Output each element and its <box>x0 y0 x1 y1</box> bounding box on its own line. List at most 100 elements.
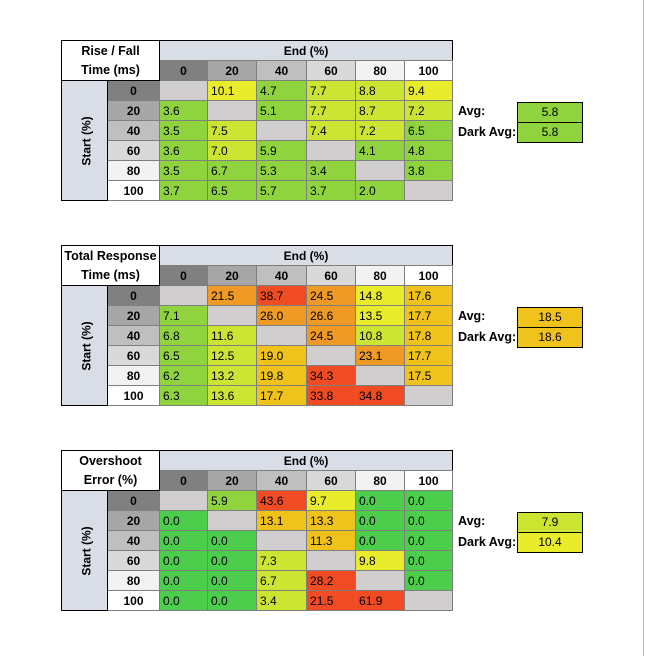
table-cell[interactable]: 17.8 <box>403 325 454 346</box>
table-cell[interactable]: 21.5 <box>306 590 357 611</box>
table-cell[interactable] <box>404 590 454 611</box>
table-cell[interactable]: 0.0 <box>159 550 209 571</box>
table-cell[interactable]: 0.0 <box>355 510 406 531</box>
table-cell[interactable]: 3.4 <box>256 590 308 611</box>
table-cell[interactable] <box>306 345 356 366</box>
table-cell[interactable]: 4.1 <box>355 140 406 161</box>
table-cell[interactable]: 3.7 <box>159 180 209 201</box>
table-cell[interactable]: 7.5 <box>207 120 258 141</box>
table-cell[interactable] <box>159 490 209 511</box>
table-cell[interactable]: 11.3 <box>306 530 357 551</box>
table-cell[interactable]: 13.2 <box>207 365 257 386</box>
table-cell[interactable] <box>207 100 258 121</box>
table-cell[interactable]: 14.8 <box>355 285 405 306</box>
table-cell[interactable]: 7.4 <box>306 120 357 141</box>
table-cell[interactable]: 3.6 <box>159 140 209 161</box>
table-cell[interactable]: 5.1 <box>256 100 308 121</box>
table-cell[interactable]: 17.5 <box>403 365 454 386</box>
table-cell[interactable]: 6.2 <box>159 365 208 386</box>
table-cell[interactable]: 11.6 <box>207 325 257 346</box>
table-cell[interactable]: 19.8 <box>256 365 307 386</box>
table-cell[interactable]: 3.7 <box>306 180 357 201</box>
table-cell[interactable]: 0.0 <box>159 570 209 591</box>
table-cell[interactable] <box>256 325 307 346</box>
table-cell[interactable]: 7.7 <box>306 80 357 101</box>
table-cell[interactable] <box>355 365 405 386</box>
table-cell[interactable]: 0.0 <box>404 570 454 591</box>
table-cell[interactable]: 0.0 <box>404 490 454 511</box>
table-cell[interactable]: 8.7 <box>355 100 406 121</box>
table-cell[interactable] <box>403 385 454 406</box>
table-cell[interactable]: 0.0 <box>404 550 454 571</box>
table-cell[interactable] <box>256 120 308 141</box>
table-cell[interactable]: 10.1 <box>207 80 258 101</box>
table-cell[interactable]: 7.0 <box>207 140 258 161</box>
table-cell[interactable]: 13.5 <box>355 305 405 326</box>
table-cell[interactable]: 3.8 <box>404 160 454 181</box>
table-cell[interactable]: 4.7 <box>256 80 308 101</box>
table-cell[interactable]: 9.7 <box>306 490 357 511</box>
table-cell[interactable]: 13.3 <box>306 510 357 531</box>
table-cell[interactable]: 38.7 <box>256 285 307 306</box>
table-cell[interactable]: 5.7 <box>256 180 308 201</box>
table-cell[interactable]: 9.4 <box>404 80 454 101</box>
table-cell[interactable]: 7.7 <box>306 100 357 121</box>
table-cell[interactable]: 61.9 <box>355 590 406 611</box>
table-cell[interactable]: 6.5 <box>207 180 258 201</box>
table-cell[interactable]: 21.5 <box>207 285 257 306</box>
table-cell[interactable]: 0.0 <box>355 490 406 511</box>
table-cell[interactable]: 5.9 <box>207 490 258 511</box>
table-cell[interactable]: 33.8 <box>306 385 356 406</box>
table-cell[interactable]: 4.8 <box>404 140 454 161</box>
table-cell[interactable]: 7.2 <box>355 120 406 141</box>
table-cell[interactable]: 0.0 <box>159 510 209 531</box>
table-cell[interactable]: 17.6 <box>403 285 454 306</box>
table-cell[interactable]: 13.6 <box>207 385 257 406</box>
table-cell[interactable] <box>207 305 257 326</box>
table-cell[interactable]: 6.7 <box>207 160 258 181</box>
table-cell[interactable]: 2.0 <box>355 180 406 201</box>
table-cell[interactable]: 34.3 <box>306 365 356 386</box>
table-cell[interactable]: 24.5 <box>306 285 356 306</box>
table-cell[interactable]: 3.4 <box>306 160 357 181</box>
table-cell[interactable]: 0.0 <box>404 510 454 531</box>
table-cell[interactable]: 17.7 <box>403 345 454 366</box>
table-cell[interactable]: 5.3 <box>256 160 308 181</box>
table-cell[interactable]: 5.9 <box>256 140 308 161</box>
table-cell[interactable]: 0.0 <box>207 530 258 551</box>
table-cell[interactable]: 8.8 <box>355 80 406 101</box>
table-cell[interactable]: 23.1 <box>355 345 405 366</box>
table-cell[interactable]: 12.5 <box>207 345 257 366</box>
table-cell[interactable] <box>256 530 308 551</box>
table-cell[interactable]: 17.7 <box>256 385 307 406</box>
table-cell[interactable]: 7.3 <box>256 550 308 571</box>
table-cell[interactable]: 24.5 <box>306 325 356 346</box>
table-cell[interactable]: 0.0 <box>207 550 258 571</box>
table-cell[interactable]: 10.8 <box>355 325 405 346</box>
table-cell[interactable]: 6.5 <box>159 345 208 366</box>
table-cell[interactable] <box>355 160 406 181</box>
table-cell[interactable]: 28.2 <box>306 570 357 591</box>
table-cell[interactable]: 7.2 <box>404 100 454 121</box>
table-cell[interactable]: 0.0 <box>159 530 209 551</box>
table-cell[interactable]: 19.0 <box>256 345 307 366</box>
table-cell[interactable]: 3.6 <box>159 100 209 121</box>
table-cell[interactable]: 6.3 <box>159 385 208 406</box>
table-cell[interactable]: 6.8 <box>159 325 208 346</box>
table-cell[interactable] <box>355 570 406 591</box>
table-cell[interactable] <box>207 510 258 531</box>
table-cell[interactable]: 13.1 <box>256 510 308 531</box>
table-cell[interactable] <box>404 180 454 201</box>
table-cell[interactable]: 26.0 <box>256 305 307 326</box>
table-cell[interactable]: 0.0 <box>355 530 406 551</box>
table-cell[interactable]: 9.8 <box>355 550 406 571</box>
table-cell[interactable] <box>159 285 208 306</box>
table-cell[interactable]: 6.5 <box>404 120 454 141</box>
table-cell[interactable]: 0.0 <box>159 590 209 611</box>
table-cell[interactable]: 0.0 <box>207 590 258 611</box>
table-cell[interactable]: 3.5 <box>159 120 209 141</box>
table-cell[interactable]: 26.6 <box>306 305 356 326</box>
table-cell[interactable]: 43.6 <box>256 490 308 511</box>
table-cell[interactable]: 17.7 <box>403 305 454 326</box>
table-cell[interactable] <box>306 140 357 161</box>
